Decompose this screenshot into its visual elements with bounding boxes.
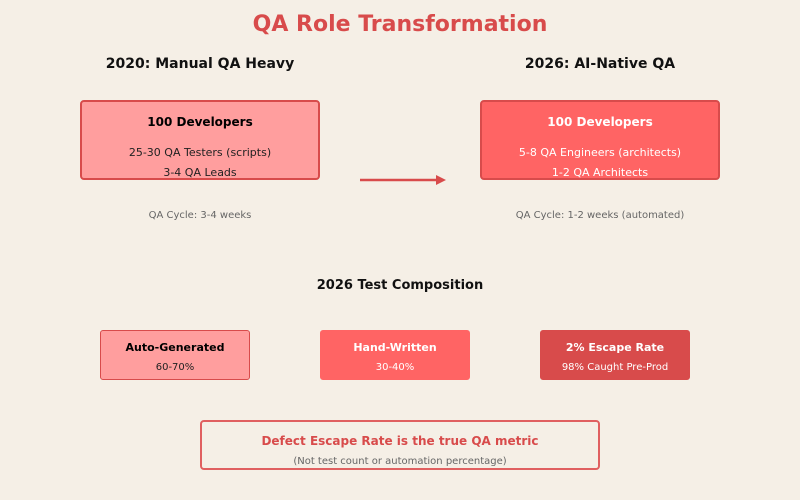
composition-value: 60-70%	[155, 362, 195, 373]
metric-callout: Defect Escape Rate is the true QA metric…	[200, 420, 600, 470]
composition-label: Auto-Generated	[125, 341, 225, 354]
team-box-2020-title: 100 Developers	[147, 115, 253, 129]
team-box-2020: 100 Developers 25-30 QA Testers (scripts…	[80, 100, 320, 180]
after-heading: 2026: AI-Native QA	[524, 56, 676, 72]
cycle-2020: QA Cycle: 3-4 weeks	[148, 210, 252, 221]
team-box-2026-title: 100 Developers	[547, 115, 653, 129]
team-box-2026-architects: 1-2 QA Architects	[551, 166, 649, 179]
transition-arrow-icon	[360, 175, 446, 185]
composition-hand-written: Hand-Written 30-40%	[320, 330, 470, 380]
composition-label: 2% Escape Rate	[565, 341, 665, 354]
composition-escape-rate: 2% Escape Rate 98% Caught Pre-Prod	[540, 330, 690, 380]
team-box-2026: 100 Developers 5-8 QA Engineers (archite…	[480, 100, 720, 180]
composition-label: Hand-Written	[353, 341, 437, 354]
page-title: QA Role Transformation	[252, 12, 548, 37]
cycle-2026: QA Cycle: 1-2 weeks (automated)	[515, 210, 685, 221]
team-box-2020-testers: 25-30 QA Testers (scripts)	[128, 146, 272, 159]
composition-auto-generated: Auto-Generated 60-70%	[100, 330, 250, 380]
composition-heading: 2026 Test Composition	[316, 278, 484, 293]
team-box-2020-leads: 3-4 QA Leads	[163, 166, 237, 179]
before-heading: 2020: Manual QA Heavy	[105, 56, 295, 72]
composition-value: 98% Caught Pre-Prod	[561, 362, 669, 373]
team-box-2026-engineers: 5-8 QA Engineers (architects)	[518, 146, 682, 159]
metric-callout-main: Defect Escape Rate is the true QA metric	[261, 434, 539, 448]
composition-value: 30-40%	[375, 362, 415, 373]
metric-callout-sub: (Not test count or automation percentage…	[293, 456, 507, 467]
